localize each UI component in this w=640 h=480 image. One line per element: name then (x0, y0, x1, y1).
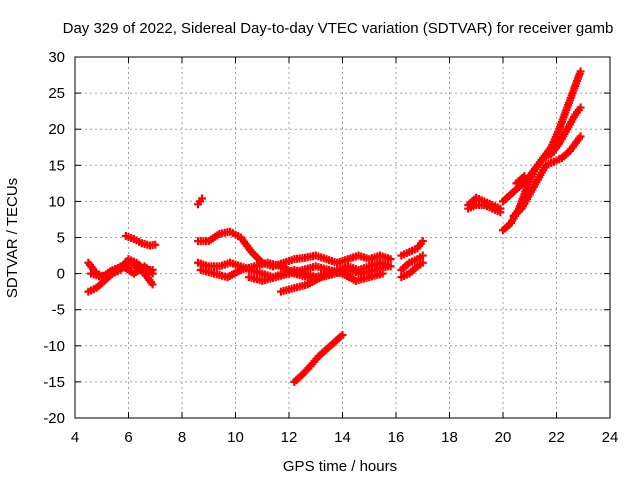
series-s11 (290, 330, 347, 386)
x-tick-label: 24 (602, 429, 619, 446)
series-s14 (397, 258, 427, 282)
series-s18 (499, 103, 585, 206)
data-point (151, 240, 160, 249)
x-tick-label: 16 (388, 429, 405, 446)
series-s19 (509, 132, 585, 220)
data-point (378, 269, 387, 278)
y-tick-label: -10 (43, 338, 65, 355)
y-axis-label: SDTVAR / TECUs (4, 178, 21, 298)
data-point (148, 280, 157, 289)
data-point (576, 132, 585, 141)
y-tick-label: -5 (52, 302, 65, 319)
x-tick-label: 14 (334, 429, 351, 446)
y-tick-label: 25 (48, 85, 65, 102)
y-tick-label: -15 (43, 374, 65, 391)
data-point (576, 67, 585, 76)
x-tick-label: 6 (124, 429, 132, 446)
series-s10 (276, 265, 352, 296)
data-point (198, 194, 207, 203)
chart-title: Day 329 of 2022, Sidereal Day-to-day VTE… (63, 20, 614, 37)
x-tick-label: 18 (441, 429, 458, 446)
y-tick-label: 15 (48, 157, 65, 174)
data-point (576, 103, 585, 112)
data-layer (84, 67, 585, 386)
series-s20 (512, 172, 529, 188)
series-s3 (87, 262, 157, 282)
series-s4 (121, 232, 160, 250)
x-tick-label: 10 (227, 429, 244, 446)
x-tick-label: 22 (548, 429, 565, 446)
data-point (418, 258, 427, 267)
y-tick-label: 0 (57, 266, 65, 283)
data-point (343, 265, 352, 274)
data-point (383, 262, 392, 271)
data-point (418, 237, 427, 246)
x-tick-label: 8 (178, 429, 186, 446)
data-point (418, 251, 427, 260)
series-s5 (194, 194, 207, 209)
series-s16 (464, 201, 505, 217)
grid (75, 57, 610, 418)
x-tick-label: 20 (495, 429, 512, 446)
x-axis-label: GPS time / hours (283, 458, 397, 475)
y-tick-label: 5 (57, 230, 65, 247)
y-tick-label: 30 (48, 49, 65, 66)
y-tick-label: -20 (43, 410, 65, 427)
data-point (496, 208, 505, 217)
x-tick-label: 12 (281, 429, 298, 446)
data-point (148, 269, 157, 278)
data-point (386, 255, 395, 264)
data-point (520, 172, 529, 181)
y-tick-label: 20 (48, 121, 65, 138)
series-s13 (397, 251, 427, 274)
y-tick-label: 10 (48, 193, 65, 210)
axis-ticks: 4 6 8 10 12 14 16 18 20 22 24 -20 -15 -10 -5 0 5 10 15 20 25… (43, 49, 618, 446)
x-tick-label: 4 (71, 429, 79, 446)
data-point (338, 330, 347, 339)
series-s12 (397, 237, 427, 260)
